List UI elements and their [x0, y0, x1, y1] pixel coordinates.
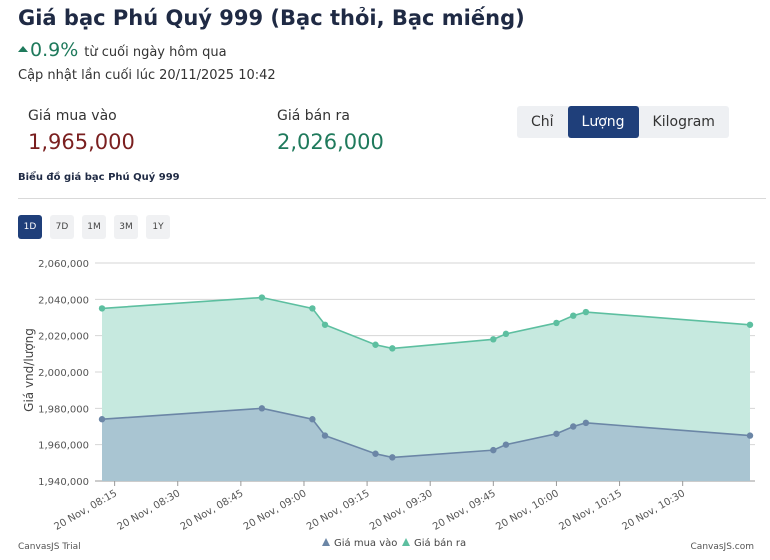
- data-point-sell[interactable]: [746, 321, 754, 328]
- range-tab-1y[interactable]: 1Y: [146, 215, 170, 239]
- legend-marker-sell: [402, 538, 410, 546]
- sell-price-label: Giá bán ra: [277, 108, 350, 124]
- x-tick-label: 20 Nov, 10:15: [557, 488, 624, 533]
- legend-marker-buy: [322, 538, 330, 546]
- legend-label-buy[interactable]: Giá mua vào: [334, 537, 397, 549]
- credit-right[interactable]: CanvasJS.com: [690, 542, 754, 552]
- sell-price-value: 2,026,000: [277, 130, 384, 154]
- data-point-sell[interactable]: [309, 305, 316, 312]
- data-point-buy[interactable]: [321, 432, 329, 439]
- data-point-sell[interactable]: [490, 336, 497, 343]
- divider: [18, 198, 766, 199]
- arrow-up-icon: [18, 46, 28, 52]
- data-point-sell[interactable]: [321, 321, 329, 328]
- data-point-sell[interactable]: [502, 330, 510, 338]
- data-point-buy[interactable]: [258, 405, 266, 412]
- unit-tab-kilogram[interactable]: Kilogram: [652, 114, 715, 130]
- x-tick-label: 20 Nov, 08:45: [179, 488, 246, 533]
- data-point-sell[interactable]: [389, 345, 396, 352]
- data-point-buy[interactable]: [553, 430, 560, 437]
- data-point-buy[interactable]: [490, 446, 497, 454]
- series-area-buy: [102, 408, 750, 481]
- change-description: từ cuối ngày hôm qua: [84, 45, 227, 60]
- x-tick-label: 20 Nov, 09:00: [242, 488, 309, 533]
- data-point-buy[interactable]: [502, 441, 510, 448]
- x-tick-label: 20 Nov, 10:30: [621, 488, 688, 533]
- data-point-buy[interactable]: [389, 454, 396, 461]
- data-point-sell[interactable]: [570, 312, 577, 319]
- range-tab-3m[interactable]: 3M: [114, 215, 138, 239]
- data-point-buy[interactable]: [746, 432, 754, 439]
- data-point-sell[interactable]: [582, 308, 590, 316]
- last-updated: Cập nhật lần cuối lúc 20/11/2025 10:42: [18, 68, 276, 83]
- range-selector: 1D 7D 1M 3M 1Y: [18, 215, 170, 239]
- data-point-buy[interactable]: [582, 419, 590, 427]
- page-title: Giá bạc Phú Quý 999 (Bạc thỏi, Bạc miếng…: [18, 6, 525, 30]
- y-axis-title: Giá vnd/lượng: [22, 328, 36, 412]
- data-point-buy[interactable]: [309, 416, 316, 423]
- buy-price-value: 1,965,000: [28, 130, 135, 154]
- change-percent: 0.9%: [30, 39, 79, 61]
- range-tab-7d[interactable]: 7D: [50, 215, 74, 239]
- data-point-buy[interactable]: [98, 416, 106, 423]
- y-tick-label: 2,020,000: [38, 332, 89, 343]
- x-tick-label: 20 Nov, 08:15: [52, 488, 119, 533]
- y-tick-label: 1,980,000: [38, 404, 89, 415]
- y-tick-label: 2,060,000: [38, 259, 89, 270]
- chart-caption: Biểu đồ giá bạc Phú Quý 999: [18, 172, 180, 183]
- price-chart: 1,940,000 1,960,000 1,980,000 2,000,000 2,02…: [22, 259, 755, 549]
- x-tick-label: 20 Nov, 09:30: [368, 488, 435, 533]
- y-tick-label: 2,040,000: [38, 295, 89, 306]
- x-tick-label: 20 Nov, 08:30: [116, 488, 183, 533]
- last-updated-time: 20/11/2025 10:42: [159, 68, 276, 83]
- unit-selector: Chỉ Lượng Kilogram: [517, 106, 729, 138]
- unit-tab-chi[interactable]: Chỉ: [531, 114, 554, 130]
- data-point-sell[interactable]: [258, 294, 266, 301]
- data-point-buy[interactable]: [570, 423, 577, 430]
- range-tab-1m[interactable]: 1M: [82, 215, 106, 239]
- x-tick-label: 20 Nov, 10:00: [494, 488, 561, 533]
- credit-left[interactable]: CanvasJS Trial: [18, 542, 81, 552]
- x-tick-label: 20 Nov, 09:45: [431, 488, 498, 533]
- data-point-sell[interactable]: [98, 305, 106, 312]
- buy-price-label: Giá mua vào: [28, 108, 117, 124]
- y-tick-label: 2,000,000: [38, 368, 89, 379]
- last-updated-label: Cập nhật lần cuối lúc: [18, 68, 156, 83]
- legend-label-sell[interactable]: Giá bán ra: [414, 537, 466, 549]
- data-point-buy[interactable]: [372, 450, 379, 457]
- unit-tab-luong[interactable]: Lượng: [567, 106, 639, 138]
- y-tick-label: 1,960,000: [38, 441, 89, 452]
- data-point-sell[interactable]: [372, 341, 379, 348]
- daily-change: 0.9% từ cuối ngày hôm qua: [18, 39, 227, 61]
- range-tab-1d[interactable]: 1D: [18, 215, 42, 239]
- x-tick-label: 20 Nov, 09:15: [305, 488, 372, 533]
- y-tick-label: 1,940,000: [38, 477, 89, 488]
- data-point-sell[interactable]: [553, 319, 560, 327]
